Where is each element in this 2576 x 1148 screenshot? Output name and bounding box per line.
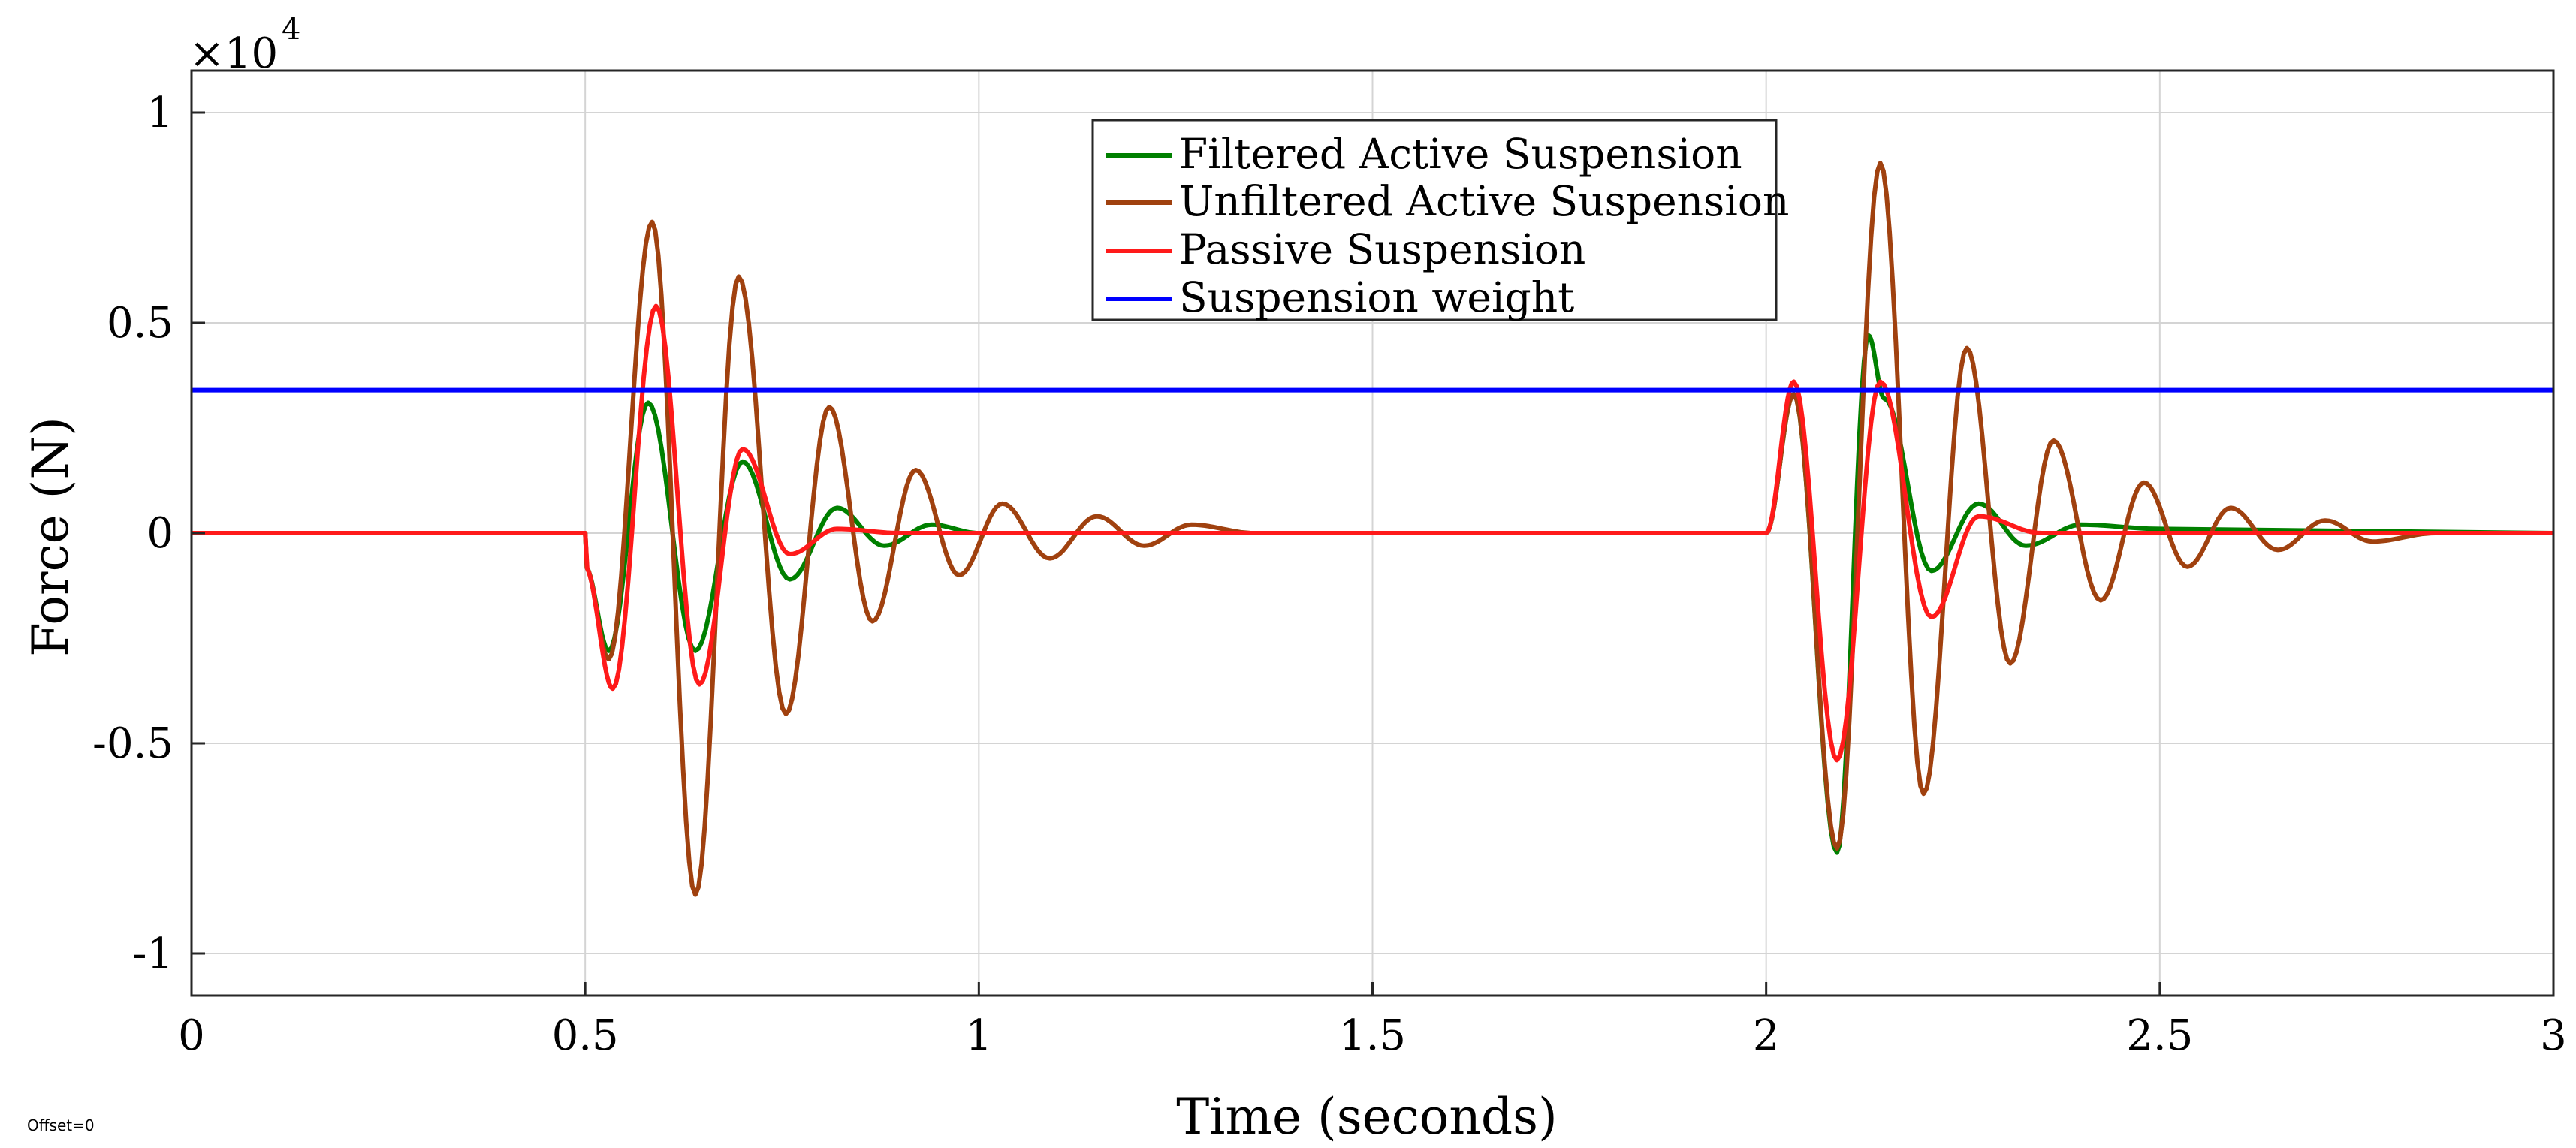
y-axis-label: Force (N) [22, 417, 80, 657]
series-line-passive-suspension [192, 303, 2553, 763]
legend-label-weight: Suspension weight [1179, 273, 1574, 321]
legend-box [1091, 119, 1778, 321]
y-tick-label: 0.5 [107, 299, 173, 348]
x-axis-label: Time (seconds) [1176, 1088, 1558, 1146]
legend-label-unfiltered: Unfiltered Active Suspension [1179, 177, 1789, 225]
axis-ticks: 0 0.5 1 1.5 2 2.5 3 -1 -0.5 0 0.5 1 [92, 89, 2567, 1060]
legend-label-passive: Passive Suspension [1179, 225, 1585, 273]
x-tick-label: 3 [2540, 1011, 2567, 1060]
legend-label-filtered: Filtered Active Suspension [1179, 130, 1742, 178]
series-lines [192, 161, 2554, 897]
offset-label: Offset=0 [27, 1116, 95, 1134]
y-exponent-power: 4 [282, 12, 300, 47]
x-tick-label: 0.5 [552, 1011, 619, 1060]
legend: Filtered Active Suspension Unfiltered Ac… [1091, 119, 1789, 321]
x-tick-label: 1 [966, 1011, 993, 1060]
x-tick-label: 2 [1753, 1011, 1780, 1060]
x-tick-label: 2.5 [2126, 1011, 2193, 1060]
y-tick-label: -0.5 [92, 719, 173, 768]
y-tick-label: 0 [146, 509, 173, 558]
y-tick-label: -1 [132, 930, 173, 978]
y-exponent-label: ×10 [189, 29, 278, 78]
y-tick-label: 1 [146, 89, 173, 137]
x-tick-label: 1.5 [1339, 1011, 1406, 1060]
x-tick-label: 0 [178, 1011, 205, 1060]
